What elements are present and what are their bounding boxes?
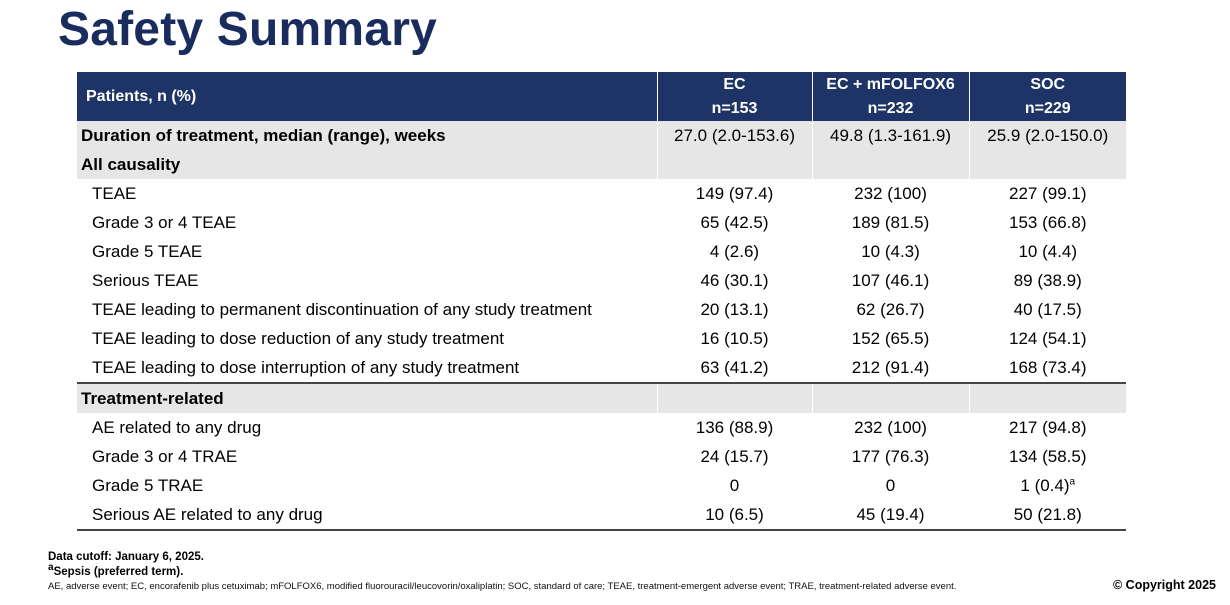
row-label: Grade 5 TEAE: [92, 241, 203, 261]
cell-value: 89 (38.9): [968, 266, 1126, 295]
cell-value: 63 (41.2): [656, 353, 812, 384]
column-n: n=229: [1024, 99, 1071, 117]
cell-value: 16 (10.5): [656, 324, 812, 353]
header-label: Patients, n (%): [86, 87, 197, 105]
column-n: n=232: [867, 99, 914, 117]
safety-summary-table: Patients, n (%) EC n=153 EC + mFOLFOX6 n…: [77, 72, 1126, 531]
abbreviations-note: AE, adverse event; EC, encorafenib plus …: [48, 581, 957, 592]
cell-value: 189 (81.5): [811, 208, 969, 237]
cell-value: 136 (88.9): [656, 413, 812, 442]
cell-value: 65 (42.5): [656, 208, 812, 237]
cell-value: 134 (58.5): [968, 442, 1126, 471]
cell-value: 217 (94.8): [968, 413, 1126, 442]
section-title: All causality: [81, 154, 181, 174]
footnote-mark: a: [1069, 475, 1076, 487]
table-row: Grade 3 or 4 TRAE 24 (15.7) 177 (76.3) 1…: [77, 442, 1126, 471]
row-label: Grade 3 or 4 TEAE: [92, 212, 237, 232]
table-row: TEAE leading to dose interruption of any…: [77, 353, 1126, 384]
column-header-ec: EC n=153: [656, 72, 812, 121]
cell-value: 10 (4.4): [968, 237, 1126, 266]
table-row: TEAE leading to permanent discontinuatio…: [77, 295, 1126, 324]
column-arm: EC: [723, 75, 746, 93]
column-n: n=153: [711, 99, 758, 117]
cell-value: 153 (66.8): [968, 208, 1126, 237]
row-label: Grade 5 TRAE: [92, 475, 204, 495]
cell-value: 232 (100): [811, 179, 969, 208]
column-header-soc: SOC n=229: [968, 72, 1126, 121]
cell-value: 27.0 (2.0-153.6): [656, 121, 812, 150]
footnote-a-text: Sepsis (preferred term).: [53, 566, 184, 578]
section-header-all-causality: All causality: [77, 150, 1126, 179]
cell-value: 49.8 (1.3-161.9): [811, 121, 969, 150]
table-row: Grade 3 or 4 TEAE 65 (42.5) 189 (81.5) 1…: [77, 208, 1126, 237]
section-header-treatment-related: Treatment-related: [77, 383, 1126, 413]
cell-value-with-footnote: 1 (0.4)a: [968, 471, 1126, 500]
column-arm: EC + mFOLFOX6: [826, 75, 955, 93]
cell-value: 1 (0.4): [1020, 475, 1070, 495]
cell-value: 10 (4.3): [811, 237, 969, 266]
duration-row: Duration of treatment, median (range), w…: [77, 121, 1126, 150]
cell-value: 46 (30.1): [656, 266, 812, 295]
cell-value: 4 (2.6): [656, 237, 812, 266]
page-title: Safety Summary: [58, 3, 437, 56]
row-label: TEAE: [92, 183, 137, 203]
row-label: Duration of treatment, median (range), w…: [81, 125, 446, 145]
cell-value: 45 (19.4): [811, 500, 969, 531]
cell-value: 0: [811, 471, 969, 500]
table-row: Grade 5 TRAE 0 0 1 (0.4)a: [77, 471, 1126, 500]
table-row: Serious AE related to any drug 10 (6.5) …: [77, 500, 1126, 531]
table-row: AE related to any drug 136 (88.9) 232 (1…: [77, 413, 1126, 442]
cell-value: 62 (26.7): [811, 295, 969, 324]
column-header-ec-mfolfox6: EC + mFOLFOX6 n=232: [811, 72, 969, 121]
data-cutoff-note: Data cutoff: January 6, 2025.: [48, 551, 204, 563]
cell-value: 227 (99.1): [968, 179, 1126, 208]
table-row: Grade 5 TEAE 4 (2.6) 10 (4.3) 10 (4.4): [77, 237, 1126, 266]
row-label: Serious TEAE: [92, 270, 199, 290]
footnote-mark: a: [48, 562, 54, 574]
row-label: TEAE leading to permanent discontinuatio…: [92, 299, 592, 319]
cell-value: 177 (76.3): [811, 442, 969, 471]
column-arm: SOC: [1030, 75, 1066, 93]
cell-value: 24 (15.7): [656, 442, 812, 471]
cell-value: 0: [656, 471, 812, 500]
section-title: Treatment-related: [81, 388, 224, 408]
table-row: TEAE 149 (97.4) 232 (100) 227 (99.1): [77, 179, 1126, 208]
row-label: TEAE leading to dose reduction of any st…: [92, 328, 505, 348]
cell-value: 40 (17.5): [968, 295, 1126, 324]
cell-value: 20 (13.1): [656, 295, 812, 324]
cell-value: 168 (73.4): [968, 353, 1126, 384]
footnote-a: aSepsis (preferred term).: [48, 562, 1108, 580]
cell-value: 50 (21.8): [968, 500, 1126, 531]
cell-value: 10 (6.5): [656, 500, 812, 531]
cell-value: 232 (100): [811, 413, 969, 442]
cell-value: 152 (65.5): [811, 324, 969, 353]
row-label: AE related to any drug: [92, 417, 262, 437]
cell-value: 25.9 (2.0-150.0): [968, 121, 1126, 150]
row-label: Grade 3 or 4 TRAE: [92, 446, 238, 466]
cell-value: 124 (54.1): [968, 324, 1126, 353]
cell-value: 107 (46.1): [811, 266, 969, 295]
table-header-row: Patients, n (%) EC n=153 EC + mFOLFOX6 n…: [77, 72, 1126, 121]
row-label: TEAE leading to dose interruption of any…: [77, 353, 657, 384]
row-label: Serious AE related to any drug: [77, 500, 657, 531]
table-row: Serious TEAE 46 (30.1) 107 (46.1) 89 (38…: [77, 266, 1126, 295]
table-row: TEAE leading to dose reduction of any st…: [77, 324, 1126, 353]
cell-value: 149 (97.4): [656, 179, 812, 208]
footnotes: Data cutoff: January 6, 2025. aSepsis (p…: [48, 550, 1108, 593]
cell-value: 212 (91.4): [811, 353, 969, 384]
copyright-notice: © Copyright 2025: [1113, 578, 1216, 592]
